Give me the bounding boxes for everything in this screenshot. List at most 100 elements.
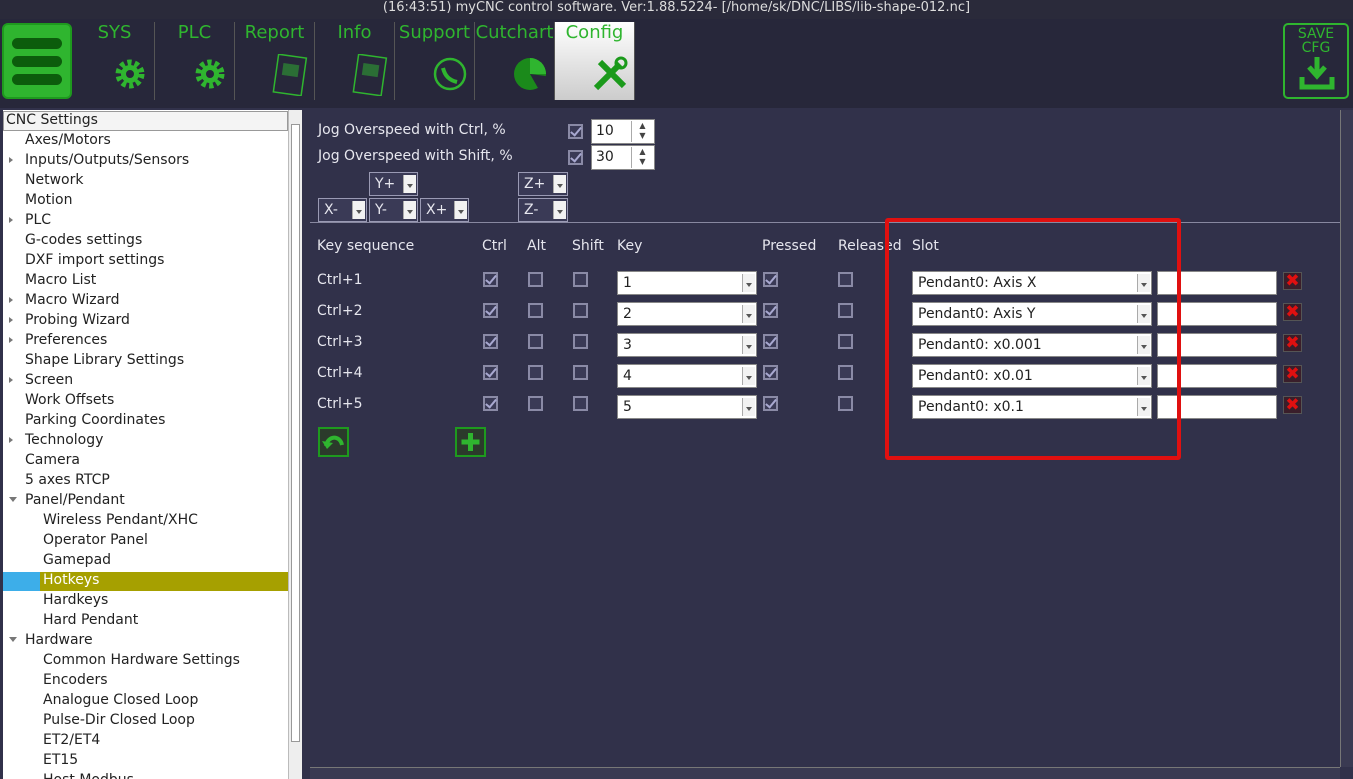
tree-item[interactable]: Network xyxy=(25,172,84,188)
pressed-check[interactable] xyxy=(763,303,778,318)
key-combo[interactable]: 2 xyxy=(617,302,757,326)
alt-check[interactable] xyxy=(528,334,543,349)
delete-button[interactable]: ✖ xyxy=(1283,365,1302,383)
shift-check[interactable] xyxy=(573,272,588,287)
alt-check[interactable] xyxy=(528,365,543,380)
jog-button[interactable]: Z+ xyxy=(518,172,568,196)
undo-button[interactable] xyxy=(318,427,349,457)
slot-combo[interactable]: Pendant0: x0.1 xyxy=(912,395,1152,419)
ctrl-check[interactable] xyxy=(483,272,498,287)
spinbox[interactable]: 10 ▲ ▼ xyxy=(591,119,655,144)
key-combo[interactable]: 5 xyxy=(617,395,757,419)
tab[interactable]: Support xyxy=(395,22,475,100)
pressed-check[interactable] xyxy=(763,365,778,380)
alt-check[interactable] xyxy=(528,303,543,318)
spinbox[interactable]: 30 ▲ ▼ xyxy=(591,145,655,170)
tree-item[interactable]: Operator Panel xyxy=(43,532,148,548)
tree-item[interactable]: Hotkeys xyxy=(43,572,100,588)
slot-combo[interactable]: Pendant0: x0.001 xyxy=(912,333,1152,357)
tree-item[interactable]: Encoders xyxy=(43,672,108,688)
tree-item[interactable]: Macro Wizard xyxy=(25,292,120,308)
tree-item[interactable]: Hardkeys xyxy=(43,592,109,608)
slot-combo[interactable]: Pendant0: Axis Y xyxy=(912,302,1152,326)
ctrl-check[interactable] xyxy=(483,334,498,349)
released-check[interactable] xyxy=(838,334,853,349)
alt-check[interactable] xyxy=(528,272,543,287)
released-check[interactable] xyxy=(838,303,853,318)
tree-item[interactable]: 5 axes RTCP xyxy=(25,472,110,488)
tab[interactable]: SYS xyxy=(75,22,155,100)
ctrl-check[interactable] xyxy=(483,303,498,318)
ctrl-check[interactable] xyxy=(483,396,498,411)
tree-arrow[interactable] xyxy=(9,157,16,163)
shift-check[interactable] xyxy=(573,303,588,318)
tree-item[interactable]: Technology xyxy=(25,432,104,448)
ctrl-check[interactable] xyxy=(483,365,498,380)
tree-arrow[interactable] xyxy=(9,437,16,443)
tree-arrow[interactable] xyxy=(9,497,17,506)
tree-arrow[interactable] xyxy=(9,637,17,646)
tree-arrow[interactable] xyxy=(9,297,16,303)
released-check[interactable] xyxy=(838,272,853,287)
released-check[interactable] xyxy=(838,365,853,380)
tab[interactable]: Report xyxy=(235,22,315,100)
tree-item[interactable]: Screen xyxy=(25,372,74,388)
delete-button[interactable]: ✖ xyxy=(1283,272,1302,290)
jog-check[interactable] xyxy=(568,150,583,165)
tree-item[interactable]: Hard Pendant xyxy=(43,612,139,628)
tree-item[interactable]: Pulse-Dir Closed Loop xyxy=(43,712,195,728)
tree-item[interactable]: ET2/ET4 xyxy=(43,732,101,748)
tree-arrow[interactable] xyxy=(9,317,16,323)
jog-button[interactable]: Z- xyxy=(518,198,568,222)
tree-item[interactable]: Shape Library Settings xyxy=(25,352,185,368)
tab[interactable]: Info xyxy=(315,22,395,100)
shift-check[interactable] xyxy=(573,365,588,380)
jog-button[interactable]: X+ xyxy=(420,198,469,222)
tree-item[interactable]: Motion xyxy=(25,192,73,208)
tree-item[interactable]: Host Modbus xyxy=(43,772,134,779)
tab[interactable]: Config xyxy=(555,22,635,100)
tree-item[interactable]: DXF import settings xyxy=(25,252,165,268)
tree-item[interactable]: G-codes settings xyxy=(25,232,143,248)
tree-arrow[interactable] xyxy=(9,337,16,343)
jog-check[interactable] xyxy=(568,124,583,139)
delete-button[interactable]: ✖ xyxy=(1283,396,1302,414)
tree-item[interactable]: Probing Wizard xyxy=(25,312,130,328)
tree-item[interactable]: PLC xyxy=(25,212,52,228)
tree-item[interactable]: Analogue Closed Loop xyxy=(43,692,199,708)
pressed-check[interactable] xyxy=(763,396,778,411)
tree-item[interactable]: Wireless Pendant/XHC xyxy=(43,512,198,528)
right-scrollbar[interactable] xyxy=(1340,110,1353,767)
slot-combo[interactable]: Pendant0: x0.01 xyxy=(912,364,1152,388)
tree-scrollbar[interactable] xyxy=(288,110,302,779)
tree-item[interactable]: Work Offsets xyxy=(25,392,115,408)
save-button[interactable]: SAVE CFG xyxy=(1283,23,1349,99)
tree-item[interactable]: Panel/Pendant xyxy=(25,492,125,508)
add-button[interactable] xyxy=(455,427,486,457)
tree-item[interactable]: Common Hardware Settings xyxy=(43,652,240,668)
menu-button[interactable] xyxy=(2,23,72,99)
alt-check[interactable] xyxy=(528,396,543,411)
delete-button[interactable]: ✖ xyxy=(1283,303,1302,321)
tree-arrow[interactable] xyxy=(9,217,16,223)
tree-item[interactable]: Parking Coordinates xyxy=(25,412,166,428)
tree-item[interactable]: Hardware xyxy=(25,632,93,648)
jog-button[interactable]: X- xyxy=(318,198,367,222)
released-check[interactable] xyxy=(838,396,853,411)
tree-item[interactable]: Macro List xyxy=(25,272,97,288)
tree-item[interactable]: Preferences xyxy=(25,332,108,348)
pressed-check[interactable] xyxy=(763,272,778,287)
tab[interactable]: PLC xyxy=(155,22,235,100)
tree-item[interactable]: Inputs/Outputs/Sensors xyxy=(25,152,190,168)
delete-button[interactable]: ✖ xyxy=(1283,334,1302,352)
tree-arrow[interactable] xyxy=(9,377,16,383)
key-combo[interactable]: 3 xyxy=(617,333,757,357)
bottom-scrollbar[interactable] xyxy=(310,767,1340,779)
tree-item[interactable]: ET15 xyxy=(43,752,79,768)
slot-combo[interactable]: Pendant0: Axis X xyxy=(912,271,1152,295)
key-combo[interactable]: 4 xyxy=(617,364,757,388)
tab[interactable]: Cutchart xyxy=(475,22,555,100)
jog-button[interactable]: Y+ xyxy=(369,172,418,196)
shift-check[interactable] xyxy=(573,396,588,411)
shift-check[interactable] xyxy=(573,334,588,349)
